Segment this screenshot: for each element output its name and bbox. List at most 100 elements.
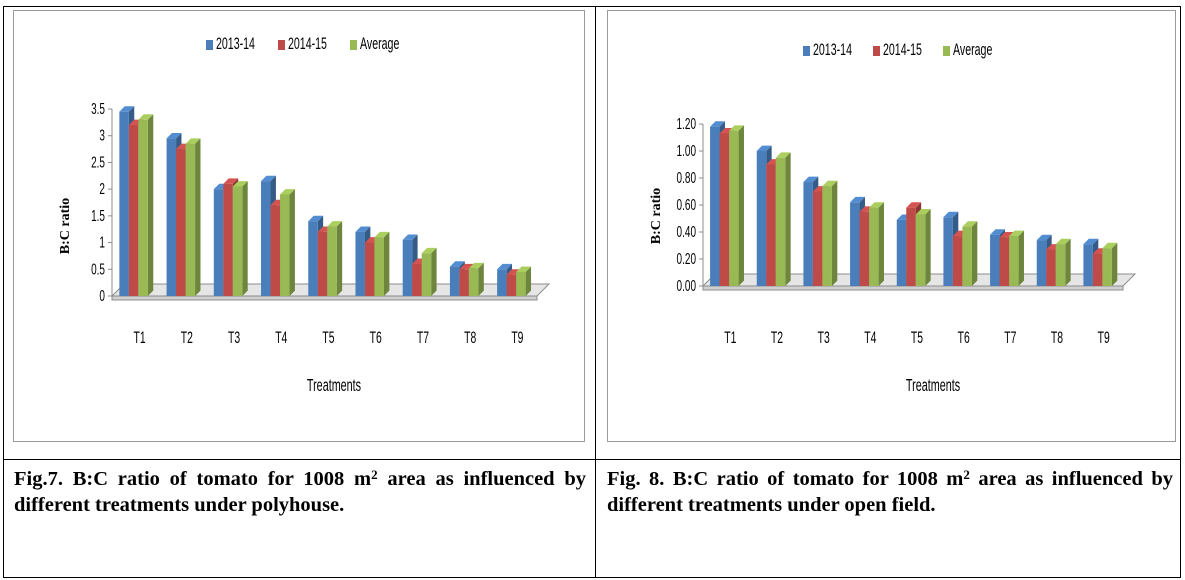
caption-text: Fig.7. B:C ratio of tomato for 1008 m <box>14 468 372 490</box>
bar-T2-Average <box>775 157 786 286</box>
bar-T7-Average <box>1009 236 1019 286</box>
bar-top-T6-Average <box>374 231 390 238</box>
bar-top-T8-2014-15 <box>459 263 475 270</box>
bar-T2-2013-14 <box>166 138 177 296</box>
y-tick-label: 1.20 <box>677 115 696 133</box>
x-category-label: T9 <box>1098 327 1110 346</box>
bar-side-T4-Average <box>878 202 884 286</box>
bar-T5-Average <box>915 214 926 286</box>
bar-side-T6-Average <box>971 221 978 286</box>
bar-T8-Average <box>1055 244 1066 286</box>
bar-T6-2013-14 <box>943 217 953 286</box>
caption-text: Fig. 8. B:C ratio of tomato for 1008 m <box>607 468 964 490</box>
bar-top-T1-Average <box>138 114 154 120</box>
bar-side-T5-Average <box>925 209 931 286</box>
bar-side-T7-Average <box>1018 230 1024 286</box>
bar-chart-open-field: 2013-14 2014-15 Average 0.00 0.20 0.40 0.60 0.8… <box>649 39 1137 396</box>
bar-T6-Average <box>374 237 384 296</box>
bar-T3-2013-14 <box>213 189 224 296</box>
x-category-label: T3 <box>818 327 830 346</box>
bar-top-T1-2013-14 <box>710 121 725 127</box>
bar-top-T8-2013-14 <box>1036 234 1052 241</box>
y-tick-label: 1.5 <box>91 207 105 225</box>
bar-T8-2014-15 <box>1046 249 1056 286</box>
x-category-label: T2 <box>771 327 783 346</box>
bar-T1-Average <box>138 119 148 296</box>
bar-T3-2014-15 <box>812 191 823 286</box>
bar-T5-2013-14 <box>896 219 907 286</box>
caption-tail: area as influenced by different treatmen… <box>607 468 1173 516</box>
bar-T4-2014-15 <box>270 205 281 296</box>
bar-top-T7-2013-14 <box>402 234 418 240</box>
bar-T6-2013-14 <box>355 231 365 296</box>
bar-top-T5-2014-15 <box>906 202 922 208</box>
x-category-label: T6 <box>958 327 970 346</box>
chart-floor-edge <box>111 295 538 301</box>
y-tick-label: 0.00 <box>677 277 696 295</box>
bar-T7-Average <box>421 253 432 296</box>
bar-side-T1-Average <box>147 114 154 297</box>
x-category-label: T9 <box>511 327 523 346</box>
caption-tail: area as influenced by different treatmen… <box>14 468 586 516</box>
bar-top-T4-2013-14 <box>261 175 276 182</box>
legend-swatch-2013-14 <box>803 46 810 56</box>
x-category-label: T1 <box>724 327 736 346</box>
y-tick-label: 0.5 <box>91 260 105 278</box>
bar-T8-2013-14 <box>449 266 460 296</box>
y-tick-label: 0 <box>99 287 105 305</box>
bar-T2-Average <box>185 143 196 296</box>
bar-top-T9-Average <box>1102 242 1118 249</box>
bar-side-T2-Average <box>785 152 791 286</box>
bar-side-T2-Average <box>195 138 201 296</box>
bar-top-T7-2014-15 <box>999 232 1015 238</box>
bar-T9-2013-14 <box>1083 244 1093 286</box>
bar-top-T4-Average <box>280 189 295 195</box>
bar-T4-2014-15 <box>859 211 870 286</box>
chart-panel-polyhouse: 2013-14 2014-15 Average 0 0.5 1 1.5 2 2.5 3 3.5 B:C… <box>13 10 585 442</box>
bar-top-T1-2013-14 <box>119 106 135 112</box>
bar-T5-2014-15 <box>317 231 328 296</box>
figure-table-frame <box>3 6 1181 578</box>
caption-superscript: 2 <box>963 467 970 482</box>
bar-top-T8-Average <box>1055 238 1071 245</box>
bar-side-T8-Average <box>1065 238 1071 286</box>
bar-top-T2-Average <box>185 138 201 144</box>
bar-top-T3-2014-15 <box>223 178 239 184</box>
bar-T9-Average <box>1102 248 1112 286</box>
y-tick-label: 1.00 <box>677 142 696 160</box>
bar-top-T8-Average <box>468 262 484 269</box>
bar-T8-2014-15 <box>459 269 469 296</box>
legend-swatch-Average <box>350 40 357 50</box>
bar-T2-2014-15 <box>176 149 186 296</box>
legend-label-2013-14: 2013-14 <box>813 39 852 58</box>
y-tick-label: 0.20 <box>677 250 696 268</box>
table-column-divider <box>595 6 596 578</box>
bar-T6-2014-15 <box>364 242 375 296</box>
bar-top-T3-Average <box>232 181 248 187</box>
y-axis-title: B:C ratio <box>58 198 73 254</box>
legend-label-Average: Average <box>360 33 399 52</box>
bar-side-T1-Average <box>738 125 744 286</box>
caption-superscript: 2 <box>371 467 378 482</box>
legend-label-Average: Average <box>953 39 992 58</box>
bar-T6-Average <box>962 226 972 286</box>
bar-top-T9-2013-14 <box>1083 238 1099 245</box>
bar-T7-2014-15 <box>999 237 1010 286</box>
x-category-label: T7 <box>417 327 429 346</box>
bar-T4-2013-14 <box>850 202 860 286</box>
bar-T2-2014-15 <box>766 164 776 286</box>
bar-T3-Average <box>232 186 243 296</box>
bar-T9-2013-14 <box>497 269 507 296</box>
bar-top-T3-Average <box>822 180 838 187</box>
legend-swatch-2014-15 <box>278 40 285 50</box>
bar-T4-Average <box>869 207 879 286</box>
x-category-label: T2 <box>181 327 193 346</box>
x-category-label: T5 <box>911 327 923 346</box>
x-category-label: T4 <box>864 327 876 346</box>
figure-caption-7: Fig.7. B:C ratio of tomato for 1008 m2 a… <box>14 466 586 518</box>
bar-T7-2013-14 <box>402 239 413 296</box>
x-category-label: T1 <box>134 327 146 346</box>
y-tick-label: 2.5 <box>91 153 105 171</box>
bar-top-T7-Average <box>421 247 437 254</box>
bar-T1-2013-14 <box>119 111 129 297</box>
